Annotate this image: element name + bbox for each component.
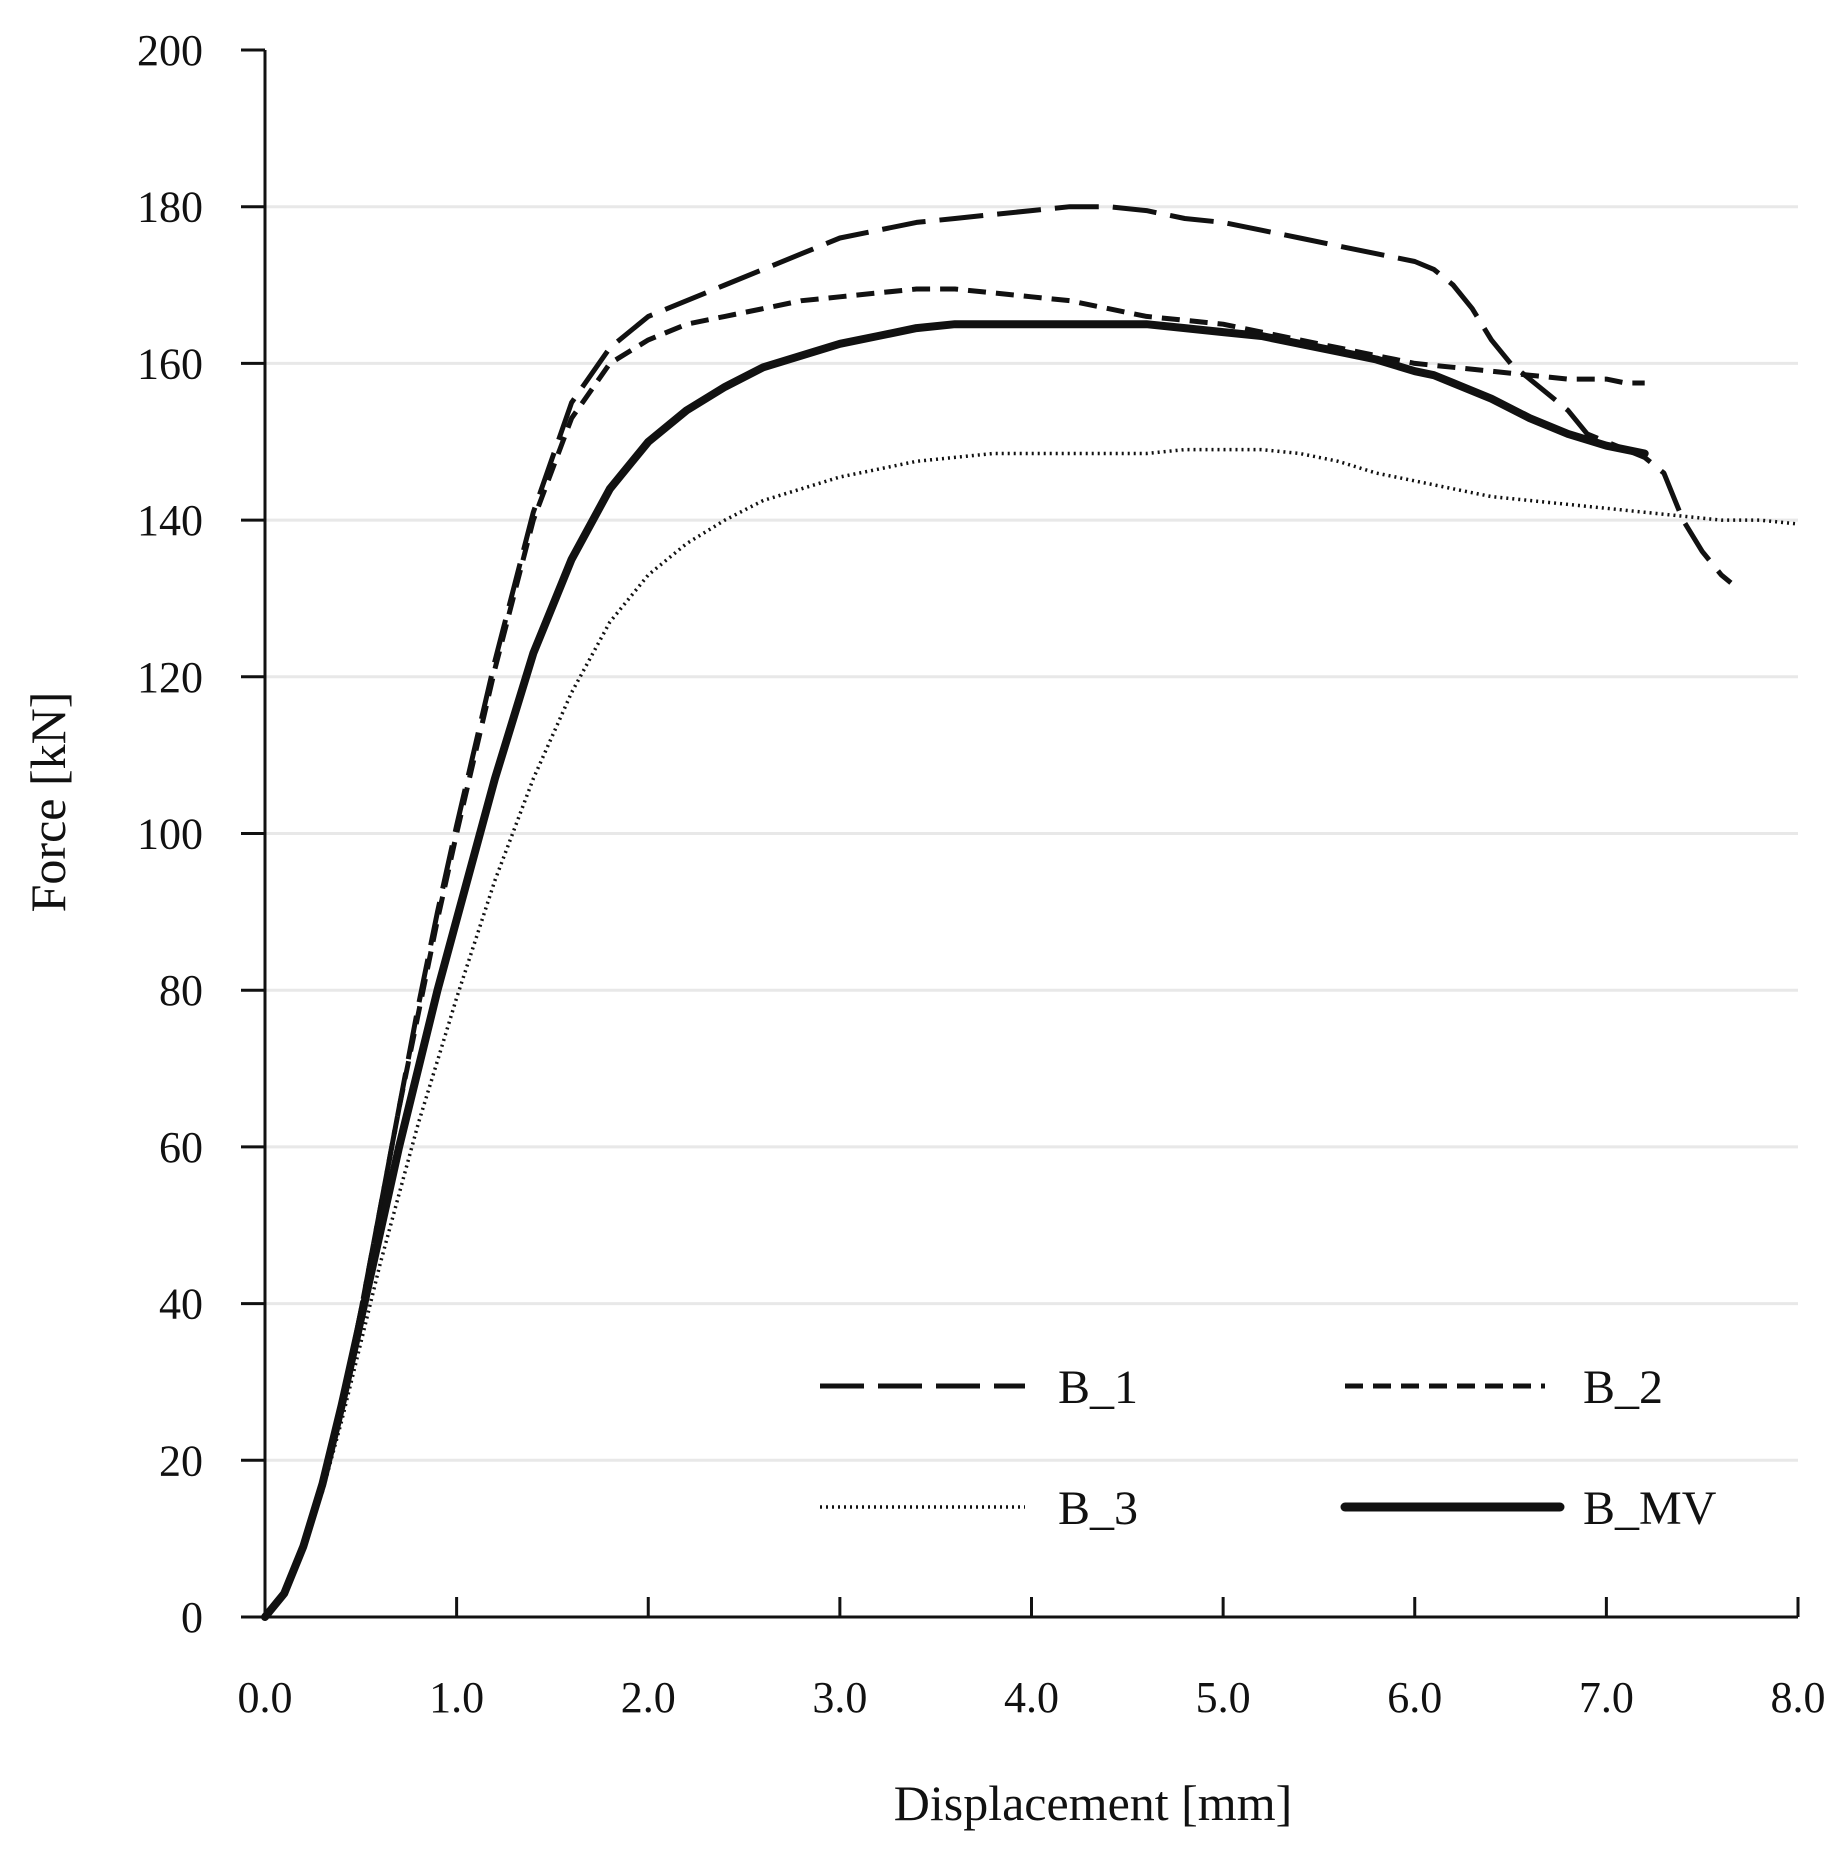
x-tick-label-8: 8.0	[1771, 1673, 1826, 1722]
y-tick-label-160: 160	[137, 339, 203, 388]
x-tick-label-1: 1.0	[429, 1673, 484, 1722]
legend: B_1 B_2 B_3 B_MV	[820, 1361, 1717, 1535]
legend-label-b2: B_2	[1583, 1361, 1663, 1414]
y-tick-label-40: 40	[159, 1280, 203, 1329]
y-axis-title: Force [kN]	[20, 692, 76, 913]
y-tick-label-60: 60	[159, 1123, 203, 1172]
ticks: 0 20 40 60 80 100 120 140 160 180 200 0.0 1.0 2.0 3.0 4…	[137, 26, 1826, 1722]
x-tick-label-3: 3.0	[812, 1673, 867, 1722]
y-tick-label-200: 200	[137, 26, 203, 75]
legend-label-bmv: B_MV	[1583, 1482, 1717, 1535]
x-tick-label-7: 7.0	[1579, 1673, 1634, 1722]
x-axis-title: Displacement [mm]	[894, 1775, 1293, 1831]
y-tick-label-180: 180	[137, 183, 203, 232]
series-line-b-2	[263, 286, 1645, 1619]
y-tick-label-100: 100	[137, 810, 203, 859]
gridlines	[265, 205, 1798, 1462]
x-tick-label-4: 4.0	[1004, 1673, 1059, 1722]
y-tick-label-0: 0	[181, 1593, 203, 1642]
y-tick-label-80: 80	[159, 966, 203, 1015]
y-tick-label-20: 20	[159, 1436, 203, 1485]
x-tick-label-5: 5.0	[1196, 1673, 1251, 1722]
series-line-b-1	[263, 204, 1733, 1619]
x-tick-label-2: 2.0	[621, 1673, 676, 1722]
legend-label-b1: B_1	[1058, 1361, 1138, 1414]
x-tick-label-6: 6.0	[1387, 1673, 1442, 1722]
y-tick-label-120: 120	[137, 653, 203, 702]
series	[261, 204, 1799, 1621]
series-line-b-mv	[261, 320, 1649, 1621]
legend-label-b3: B_3	[1058, 1482, 1138, 1535]
series-line-b-3	[263, 447, 1799, 1619]
x-tick-label-0: 0.0	[238, 1673, 293, 1722]
y-tick-label-140: 140	[137, 496, 203, 545]
